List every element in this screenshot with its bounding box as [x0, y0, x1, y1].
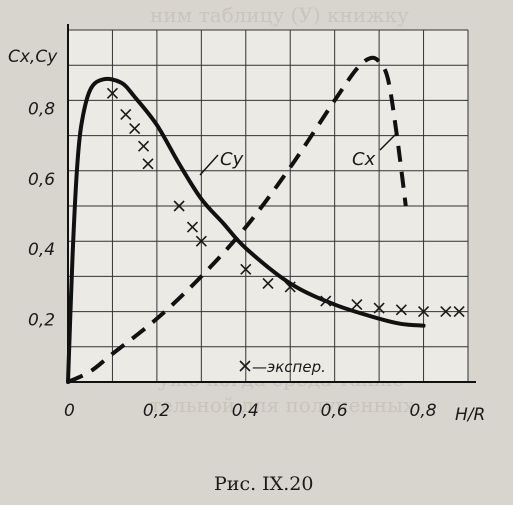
experimental-points — [106, 87, 465, 318]
grid-lines — [68, 29, 469, 382]
background-text-line: ним таблицу (У) книжку — [150, 3, 409, 27]
axes — [67, 24, 476, 383]
curve-label-cx: Cx — [352, 149, 376, 170]
figure-caption: Рис. IX.20 — [214, 473, 313, 495]
experimental-point — [240, 263, 252, 275]
experimental-point — [120, 108, 132, 121]
experimental-point — [137, 140, 150, 152]
tick-labels: 0 0,2 0,4 0,6 0,8 0,2 0,4 0,6 0,8 — [28, 99, 437, 421]
experimental-point — [142, 158, 154, 170]
experimental-point — [129, 122, 141, 135]
experimental-point — [173, 200, 185, 212]
experimental-point — [106, 87, 119, 99]
y-tick-label: 0,2 — [28, 311, 55, 331]
legend-label: —экспер. — [252, 358, 326, 376]
experimental-point — [195, 235, 207, 247]
experimental-point — [453, 306, 465, 318]
experimental-point — [186, 221, 199, 233]
series-cx-line — [67, 55, 408, 384]
experimental-point — [440, 306, 452, 318]
experimental-point — [262, 277, 274, 290]
series — [66, 55, 426, 384]
experimental-point — [417, 306, 430, 318]
x-tick-label: 0,6 — [321, 401, 348, 421]
x-tick-label: 0,2 — [143, 401, 170, 421]
experimental-point — [395, 304, 407, 316]
cy-label-leader — [199, 154, 219, 176]
y-tick-label: 0,6 — [28, 170, 55, 190]
background-text-line: тельной для полученных — [150, 393, 415, 417]
curve-label-cy: Cy — [220, 149, 244, 170]
y-tick-label: 0,4 — [28, 240, 55, 260]
legend-experimental: —экспер. — [239, 358, 326, 376]
legend-marker-x — [239, 360, 251, 372]
experimental-point — [373, 302, 385, 314]
x-tick-label: 0,8 — [410, 401, 437, 421]
x-tick-label: 0,4 — [232, 401, 259, 421]
experimental-point — [351, 298, 363, 311]
x-tick-label: 0 — [64, 401, 75, 421]
cx-label-leader — [379, 131, 399, 151]
experimental-point — [320, 295, 332, 307]
x-axis-label: H/R — [455, 405, 485, 425]
experimental-point — [284, 281, 296, 293]
y-tick-label: 0,8 — [28, 99, 55, 119]
y-axis-label: Cx,Cy — [8, 47, 58, 67]
series-cy-line — [66, 76, 426, 384]
